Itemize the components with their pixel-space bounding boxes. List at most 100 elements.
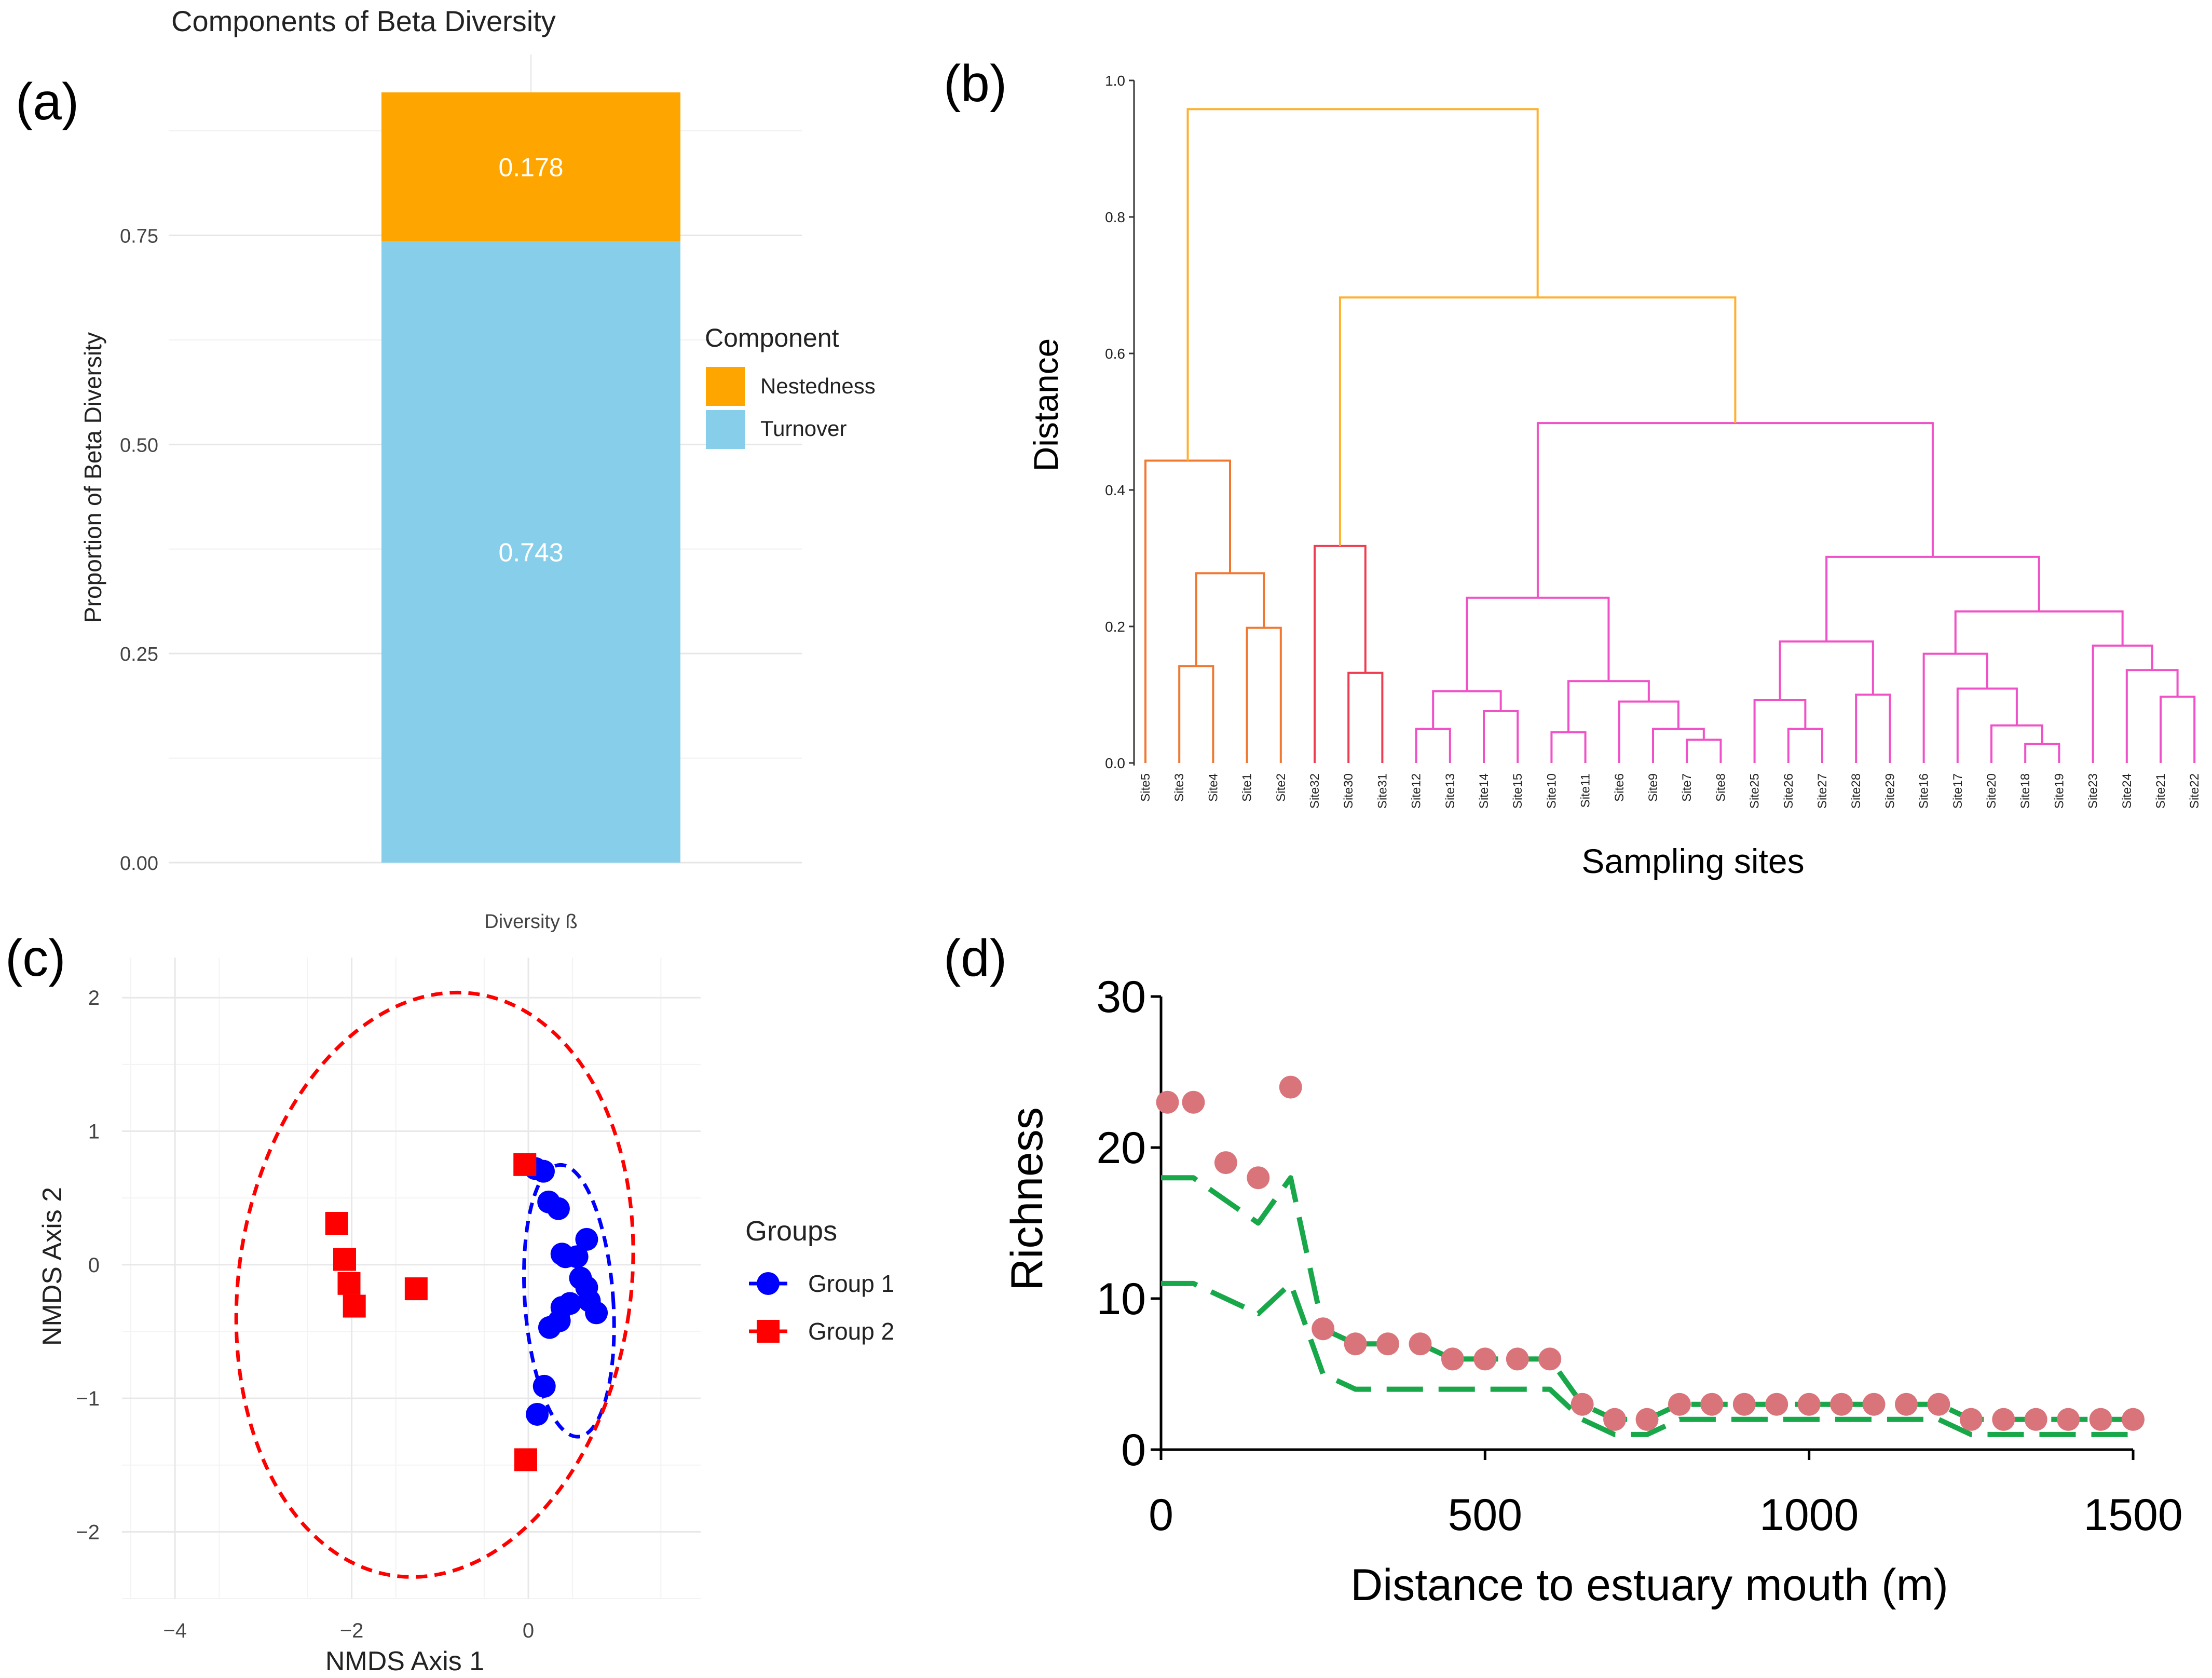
richness-line-lower bbox=[1161, 1280, 2133, 1437]
panel-c-ellipses bbox=[234, 990, 635, 1579]
panel-c-grid bbox=[122, 958, 701, 1599]
y-tick-label: 0.4 bbox=[1105, 482, 1125, 498]
y-tick-label: 30 bbox=[1096, 972, 1146, 1022]
richness-point bbox=[1571, 1393, 1594, 1416]
dendrogram-link bbox=[1779, 640, 1874, 701]
confidence-ellipse-2 bbox=[234, 990, 635, 1579]
dendrogram-link bbox=[1415, 728, 1451, 763]
panel-c-ylabel: NMDS Axis 2 bbox=[37, 1187, 67, 1346]
y-tick-label: −1 bbox=[76, 1387, 100, 1410]
leaf-label: Site9 bbox=[1646, 773, 1660, 802]
group1-point bbox=[532, 1374, 556, 1398]
leaf-label: Site30 bbox=[1342, 773, 1356, 809]
legend-label-group2: Group 2 bbox=[808, 1318, 894, 1345]
richness-point bbox=[2024, 1408, 2047, 1431]
x-tick-label: 0 bbox=[523, 1619, 534, 1642]
dendrogram-link bbox=[1954, 610, 2124, 654]
dendrogram-link bbox=[1922, 652, 1988, 763]
richness-point bbox=[1797, 1393, 1821, 1416]
group2-point bbox=[333, 1248, 356, 1271]
dendrogram-link bbox=[1536, 422, 1934, 598]
dendrogram-link bbox=[1550, 731, 1587, 763]
confidence-ellipse-1 bbox=[522, 1163, 616, 1439]
group1-point bbox=[526, 1402, 549, 1426]
legend-marker-group1 bbox=[757, 1272, 780, 1295]
dendrogram-link bbox=[1178, 665, 1214, 763]
y-tick-label: 0.50 bbox=[120, 434, 158, 456]
panel-c-ticks: −4 −2 0 −2 −1 0 1 2 bbox=[76, 987, 534, 1642]
dendrogram-link bbox=[1246, 626, 1282, 763]
leaf-label: Site22 bbox=[2188, 773, 2202, 809]
panel-a-yticks: 0.00 0.25 0.50 0.75 bbox=[120, 226, 158, 875]
legend-swatch-turnover bbox=[706, 410, 745, 449]
panel-a: 0.178 0.743 0.00 0.25 0.50 0.75 Diversity ß… bbox=[16, 5, 876, 933]
group2-point bbox=[325, 1212, 348, 1235]
y-tick-label: 0.8 bbox=[1105, 209, 1125, 225]
leaf-label: Site25 bbox=[1748, 773, 1762, 809]
x-tick-label: 1500 bbox=[2083, 1490, 2182, 1540]
group2-point bbox=[337, 1272, 361, 1295]
dendrogram-link bbox=[2024, 743, 2060, 763]
panel-a-category-label: Diversity ß bbox=[484, 911, 577, 933]
group1-point bbox=[538, 1316, 561, 1339]
leaf-label: Site13 bbox=[1443, 773, 1457, 809]
richness-point bbox=[1473, 1347, 1497, 1371]
legend-label-group1: Group 1 bbox=[808, 1270, 894, 1297]
richness-point bbox=[1603, 1408, 1627, 1431]
panel-b-xlabel: Sampling sites bbox=[1581, 842, 1804, 880]
x-tick-label: −2 bbox=[340, 1619, 364, 1642]
bar-label-nestedness: 0.178 bbox=[498, 153, 563, 182]
y-tick-label: −2 bbox=[76, 1521, 100, 1544]
panel-c-xlabel: NMDS Axis 1 bbox=[325, 1646, 484, 1676]
bar-label-turnover: 0.743 bbox=[498, 538, 563, 567]
leaf-label: Site5 bbox=[1139, 773, 1153, 802]
legend-swatch-nestedness bbox=[706, 367, 745, 406]
panel-a-ylabel: Proportion of Beta Diversity bbox=[79, 332, 106, 623]
richness-point bbox=[1992, 1408, 2015, 1431]
leaf-label: Site6 bbox=[1613, 773, 1627, 802]
leaf-label: Site18 bbox=[2018, 773, 2032, 809]
dendrogram-link bbox=[1186, 108, 1539, 461]
richness-point bbox=[1312, 1317, 1335, 1341]
group1-point bbox=[547, 1197, 570, 1220]
dendrogram-link bbox=[1787, 728, 1823, 763]
dendrogram-link bbox=[1618, 700, 1680, 763]
x-tick-label: 500 bbox=[1448, 1490, 1523, 1540]
panel-d: 0 500 1000 1500 0 10 20 30 Distance to estuary … bbox=[944, 929, 2183, 1610]
dendrogram-link bbox=[1855, 693, 1891, 763]
richness-point bbox=[1927, 1393, 1950, 1416]
leaf-label: Site4 bbox=[1206, 773, 1220, 802]
richness-point bbox=[1959, 1408, 1983, 1431]
richness-point bbox=[1732, 1393, 1756, 1416]
group2-point bbox=[404, 1277, 428, 1301]
richness-point bbox=[1700, 1393, 1724, 1416]
x-tick-label: −4 bbox=[163, 1619, 187, 1642]
panel-d-points bbox=[1156, 1075, 2145, 1431]
leaf-label: Site17 bbox=[1951, 773, 1965, 809]
leaf-label: Site21 bbox=[2154, 773, 2168, 809]
group2-point bbox=[513, 1153, 537, 1176]
richness-line-upper bbox=[1161, 1175, 2133, 1422]
dendrogram-link bbox=[2125, 669, 2179, 763]
leaf-label: Site31 bbox=[1375, 773, 1389, 809]
leaf-label: Site27 bbox=[1815, 773, 1829, 809]
dendrogram-link bbox=[1652, 728, 1705, 763]
panel-c-points bbox=[325, 1153, 608, 1471]
richness-point bbox=[1538, 1347, 1562, 1371]
dendrogram-link bbox=[1144, 459, 1231, 763]
leaf-label: Site23 bbox=[2086, 773, 2100, 809]
richness-point bbox=[1214, 1151, 1237, 1175]
leaf-label: Site20 bbox=[1985, 773, 1999, 809]
richness-point bbox=[1441, 1347, 1464, 1371]
leaf-label: Site2 bbox=[1274, 773, 1288, 802]
y-tick-label: 0 bbox=[1121, 1425, 1146, 1475]
richness-point bbox=[1279, 1075, 1302, 1099]
richness-point bbox=[1894, 1393, 1918, 1416]
richness-point bbox=[1247, 1166, 1270, 1190]
y-tick-label: 0.00 bbox=[120, 853, 158, 875]
leaf-label: Site3 bbox=[1172, 773, 1186, 802]
richness-point bbox=[1635, 1408, 1659, 1431]
x-tick-label: 0 bbox=[1149, 1490, 1173, 1540]
richness-point bbox=[1506, 1347, 1529, 1371]
